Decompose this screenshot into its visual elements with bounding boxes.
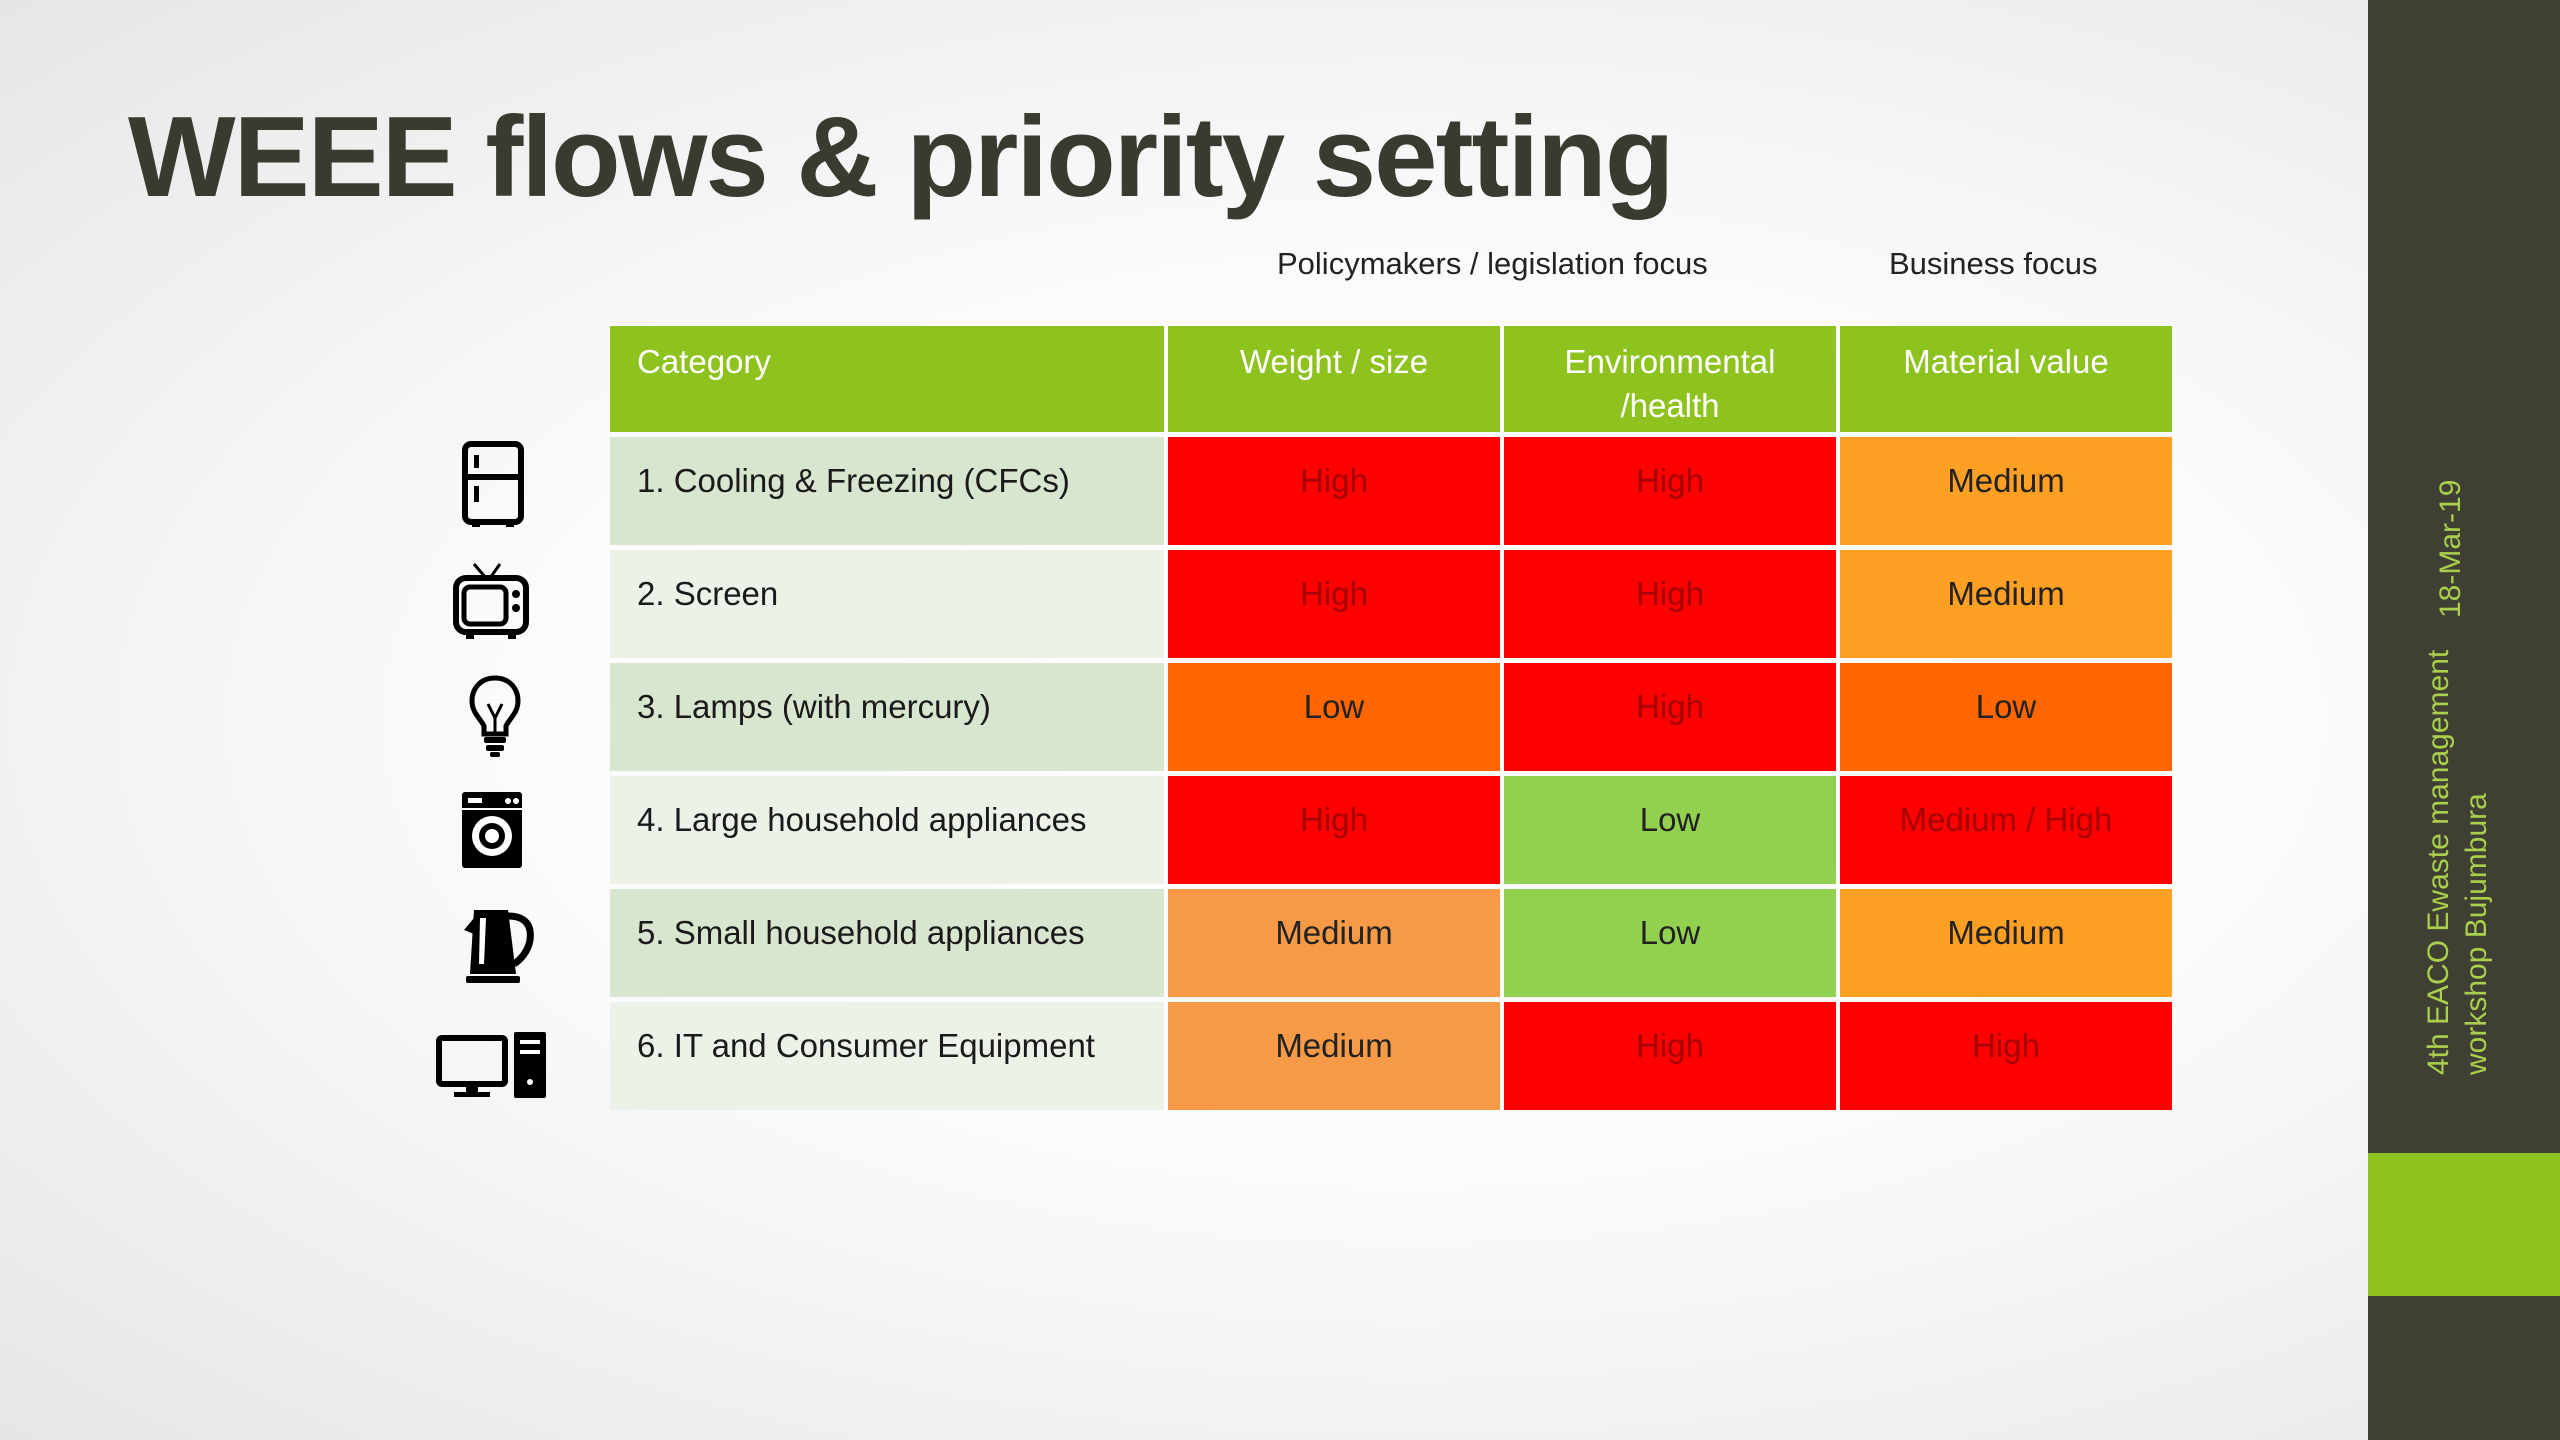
- weight-cell: Medium: [1168, 1002, 1500, 1110]
- table-row: 6. IT and Consumer Equipment Medium High…: [610, 1002, 2172, 1110]
- weight-cell: Medium: [1168, 889, 1500, 997]
- header-env-line2: /health: [1620, 387, 1720, 424]
- computer-icon: [436, 1032, 546, 1098]
- slide-title: WEEE flows & priority setting: [128, 94, 1674, 221]
- header-category: Category: [610, 326, 1164, 432]
- category-cell: 3. Lamps (with mercury): [610, 663, 1164, 771]
- lightbulb-icon: [469, 675, 521, 757]
- env-cell: High: [1504, 1002, 1836, 1110]
- category-cell: 1. Cooling & Freezing (CFCs): [610, 437, 1164, 545]
- event-caption-line1: 4th EACO Ewaste management: [2422, 649, 2455, 1075]
- event-caption: 4th EACO Ewaste management workshop Buju…: [2420, 650, 2496, 1075]
- kettle-icon: [464, 910, 534, 983]
- env-cell: High: [1504, 437, 1836, 545]
- header-env-line1: Environmental: [1564, 343, 1776, 380]
- material-cell: Medium: [1840, 889, 2172, 997]
- weight-cell: High: [1168, 550, 1500, 658]
- table-row: 4. Large household appliances High Low M…: [610, 776, 2172, 884]
- env-cell: High: [1504, 663, 1836, 771]
- material-cell: Medium: [1840, 437, 2172, 545]
- env-cell: Low: [1504, 776, 1836, 884]
- table-row: 5. Small household appliances Medium Low…: [610, 889, 2172, 997]
- material-cell: Low: [1840, 663, 2172, 771]
- table-row: 3. Lamps (with mercury) Low High Low: [610, 663, 2172, 771]
- weight-cell: Low: [1168, 663, 1500, 771]
- material-cell: Medium: [1840, 550, 2172, 658]
- weight-cell: High: [1168, 437, 1500, 545]
- category-cell: 5. Small household appliances: [610, 889, 1164, 997]
- washing-machine-icon: [462, 792, 522, 868]
- env-cell: Low: [1504, 889, 1836, 997]
- business-focus-label: Business focus: [1889, 246, 2098, 281]
- slide-date: 18-Mar-19: [2434, 479, 2467, 618]
- material-cell: Medium / High: [1840, 776, 2172, 884]
- tv-icon: [453, 563, 529, 639]
- slide-sidebar: [2368, 0, 2560, 1440]
- weight-cell: High: [1168, 776, 1500, 884]
- policy-focus-label: Policymakers / legislation focus: [1277, 246, 1708, 281]
- category-cell: 2. Screen: [610, 550, 1164, 658]
- table-row: 1. Cooling & Freezing (CFCs) High High M…: [610, 437, 2172, 545]
- category-cell: 4. Large household appliances: [610, 776, 1164, 884]
- priority-table: Category Weight / size Environmental/hea…: [610, 326, 2172, 1115]
- table-header-row: Category Weight / size Environmental/hea…: [610, 326, 2172, 432]
- header-material-value: Material value: [1840, 326, 2172, 432]
- table-row: 2. Screen High High Medium: [610, 550, 2172, 658]
- material-cell: High: [1840, 1002, 2172, 1110]
- header-weight-size: Weight / size: [1168, 326, 1500, 432]
- fridge-icon: [462, 441, 524, 527]
- header-environmental-health: Environmental/health: [1504, 326, 1836, 432]
- sidebar-accent-block: [2368, 1153, 2560, 1296]
- category-cell: 6. IT and Consumer Equipment: [610, 1002, 1164, 1110]
- event-caption-line2: workshop Bujumbura: [2460, 793, 2493, 1075]
- env-cell: High: [1504, 550, 1836, 658]
